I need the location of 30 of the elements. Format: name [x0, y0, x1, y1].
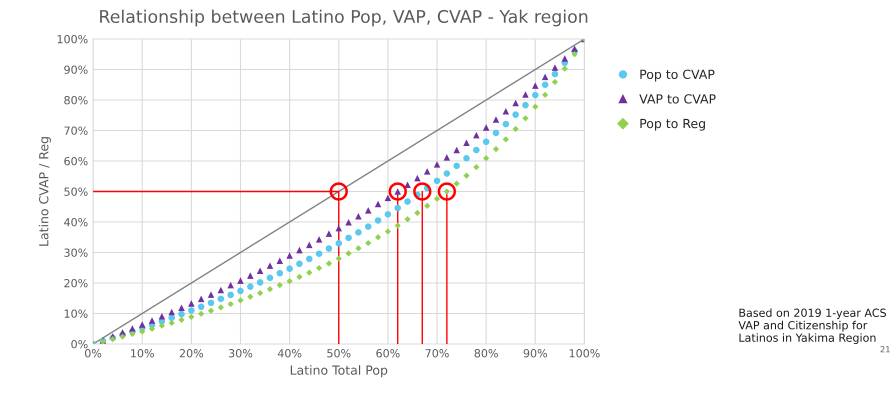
y-tick-label: 70%: [64, 126, 88, 135]
x-tick-label: 40%: [278, 349, 302, 358]
y-tick-label: 30%: [64, 248, 88, 257]
legend-label: VAP to CVAP: [639, 94, 716, 104]
legend-label: Pop to CVAP: [640, 70, 714, 82]
x-axis-title: Latino Total Pop: [290, 365, 388, 378]
y-tick-label: 60%: [64, 156, 88, 166]
x-tick-label: 100%: [570, 349, 600, 358]
x-tick-label: 90%: [524, 349, 548, 358]
y-tick-label: 40%: [64, 218, 88, 226]
text: 21: [880, 346, 890, 352]
y-tick-label: 90%: [64, 65, 88, 74]
y-tick-label: 80%: [64, 96, 88, 104]
y-tick-label: 50%: [64, 187, 88, 196]
x-tick-label: 10%: [131, 349, 154, 358]
x-tick-label: 70%: [426, 349, 449, 358]
x-tick-label: 50%: [327, 349, 350, 358]
chart-title: Relationship between Latino Pop, VAP, CVAP - Yak region: [100, 10, 588, 26]
y-tick-label: 0%: [71, 340, 88, 348]
x-tick-label: 0%: [85, 349, 102, 358]
y-axis-title: Latino CVAP / Reg: [38, 137, 51, 246]
y-tick-label: 10%: [64, 309, 88, 318]
text: Based on 2019 1-year ACS VAP and Citizenship for Latinos in Yakima Region: [738, 308, 886, 344]
legend-label: Pop to Reg: [640, 118, 705, 131]
y-tick-label: 20%: [64, 278, 88, 288]
y-tick-label: 100%: [58, 34, 88, 44]
x-tick-label: 60%: [376, 349, 400, 358]
x-tick-label: 20%: [180, 349, 204, 358]
x-tick-label: 80%: [474, 349, 498, 358]
x-tick-label: 30%: [228, 349, 252, 358]
